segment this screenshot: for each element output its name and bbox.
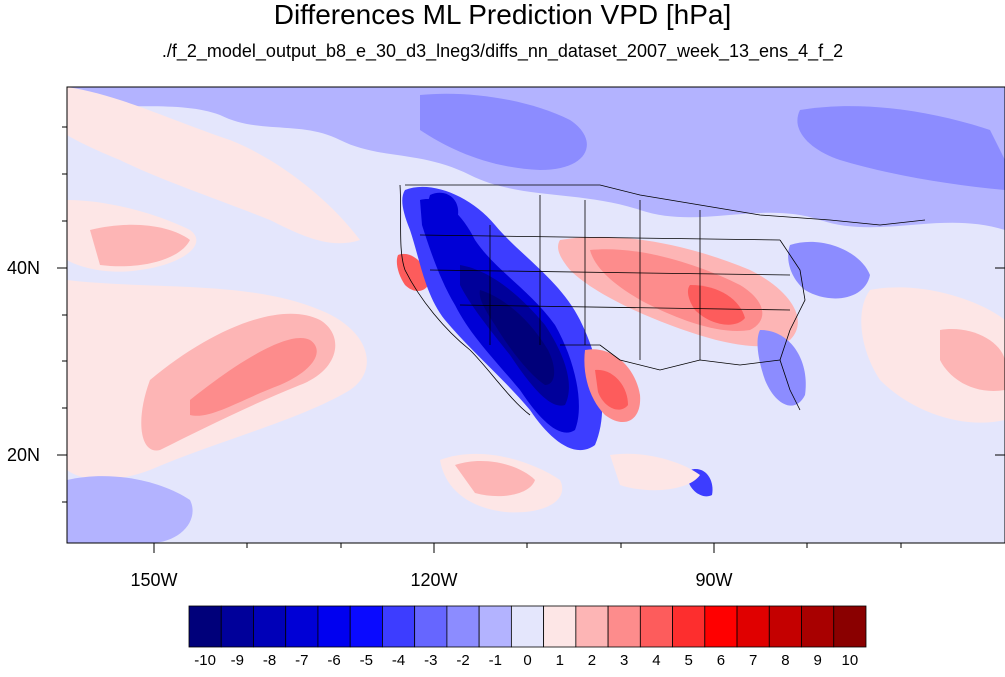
- colorbar-tick-label: 8: [781, 652, 790, 669]
- colorbar-tick-label: -7: [295, 652, 309, 669]
- colorbar-cell: [188, 605, 222, 648]
- colorbar-tick-label: -2: [456, 652, 470, 669]
- lat-label-40n: 40N: [6, 258, 40, 278]
- lat-label-20n: 20N: [6, 445, 40, 465]
- colorbar-tick-label: 4: [652, 652, 661, 669]
- colorbar-cell: [349, 605, 383, 648]
- colorbar-tick-label: -8: [262, 652, 277, 669]
- colorbar-cell: [285, 605, 319, 648]
- map-subtitle: ./f_2_model_output_b8_e_30_d3_lneg3/diff…: [161, 41, 844, 61]
- colorbar-cell: [704, 605, 738, 648]
- colorbar-cell: [672, 605, 706, 648]
- lat-ticks: [57, 126, 1005, 503]
- colorbar-cell: [382, 605, 416, 648]
- colorbar-tick-label: -9: [230, 652, 245, 669]
- colorbar-cell: [543, 605, 577, 648]
- colorbar-tick-label: -6: [327, 652, 341, 669]
- lon-label-120w: 120W: [410, 570, 458, 590]
- colorbar-tick-label: -5: [359, 652, 373, 669]
- colorbar-tick-label: 2: [587, 652, 597, 669]
- colorbar-tick-label: -3: [424, 652, 438, 669]
- coastline-outline: [399, 184, 926, 416]
- lon-label-90w: 90W: [695, 570, 733, 590]
- colorbar-cell: [220, 605, 254, 648]
- colorbar-cell: [607, 605, 641, 648]
- lon-label-150w: 150W: [130, 570, 178, 590]
- map-title: Differences ML Prediction VPD [hPa]: [273, 0, 732, 30]
- colorbar-cell: [801, 605, 835, 648]
- lon-ticks: [153, 543, 902, 553]
- colorbar-cell: [833, 605, 867, 648]
- colorbar-cell: [478, 605, 512, 648]
- colorbar-tick-label: 3: [620, 652, 629, 669]
- colorbar-cell: [414, 605, 448, 648]
- colorbar-cell: [317, 605, 351, 648]
- colorbar: [188, 605, 867, 648]
- colorbar-cell: [510, 605, 545, 648]
- colorbar-cell: [768, 605, 802, 648]
- colorbar-cell: [575, 605, 609, 648]
- colorbar-tick-label: 0: [523, 652, 532, 669]
- colorbar-cell: [253, 605, 287, 648]
- colorbar-tick-label: 5: [684, 652, 693, 669]
- colorbar-tick-label: 9: [813, 652, 822, 669]
- vpd-difference-field: [67, 87, 1005, 543]
- colorbar-cell: [639, 605, 673, 648]
- colorbar-tick-label: -10: [194, 652, 216, 669]
- colorbar-tick-label: -1: [488, 652, 502, 669]
- colorbar-tick-label: 6: [716, 652, 726, 669]
- colorbar-tick-label: 1: [555, 652, 564, 669]
- colorbar-tick-label: -4: [391, 652, 406, 669]
- colorbar-cell: [446, 605, 480, 648]
- colorbar-cell: [736, 605, 770, 648]
- colorbar-tick-label: 7: [748, 652, 758, 669]
- colorbar-tick-label: 10: [841, 652, 859, 669]
